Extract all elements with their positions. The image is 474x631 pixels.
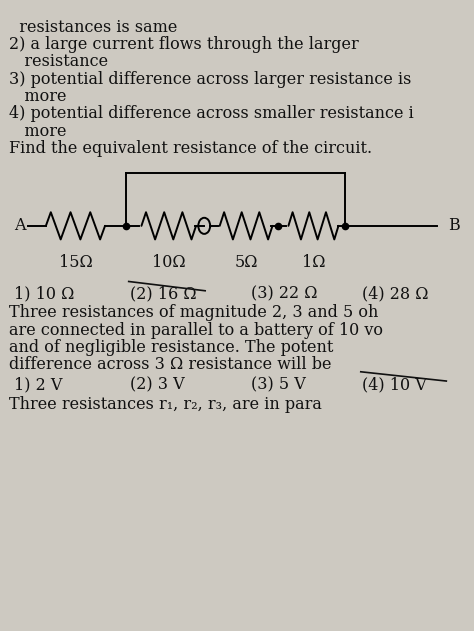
Text: (3) 22 Ω: (3) 22 Ω xyxy=(251,286,317,303)
Text: A: A xyxy=(14,217,26,234)
Text: 4) potential difference across smaller resistance i: 4) potential difference across smaller r… xyxy=(9,105,414,122)
Text: Find the equivalent resistance of the circuit.: Find the equivalent resistance of the ci… xyxy=(9,140,373,157)
Text: Three resistances r₁, r₂, r₃, are in para: Three resistances r₁, r₂, r₃, are in par… xyxy=(9,396,322,413)
Text: 1) 2 V: 1) 2 V xyxy=(14,376,63,393)
Text: 5Ω: 5Ω xyxy=(234,254,258,271)
Text: (2) 3 V: (2) 3 V xyxy=(130,376,185,393)
Text: (4) 10 V: (4) 10 V xyxy=(362,376,427,393)
Text: and of negligible resistance. The potent: and of negligible resistance. The potent xyxy=(9,339,334,356)
Text: Three resistances of magnitude 2, 3 and 5 oh: Three resistances of magnitude 2, 3 and … xyxy=(9,304,379,321)
Text: more: more xyxy=(9,122,67,139)
Text: 1Ω: 1Ω xyxy=(301,254,325,271)
Text: difference across 3 Ω resistance will be: difference across 3 Ω resistance will be xyxy=(9,357,332,374)
Text: 15Ω: 15Ω xyxy=(59,254,92,271)
Text: (4) 28 Ω: (4) 28 Ω xyxy=(362,286,428,303)
Text: 2) a large current flows through the larger: 2) a large current flows through the lar… xyxy=(9,36,359,53)
Text: (3) 5 V: (3) 5 V xyxy=(251,376,305,393)
Text: 1) 10 Ω: 1) 10 Ω xyxy=(14,286,74,303)
Text: B: B xyxy=(448,217,460,234)
Text: 10Ω: 10Ω xyxy=(152,254,185,271)
Text: resistance: resistance xyxy=(9,53,109,70)
Text: resistances is same: resistances is same xyxy=(9,19,178,36)
Text: more: more xyxy=(9,88,67,105)
Text: (2) 16 Ω: (2) 16 Ω xyxy=(130,286,197,303)
Text: 3) potential difference across larger resistance is: 3) potential difference across larger re… xyxy=(9,71,412,88)
Text: are connected in parallel to a battery of 10 vo: are connected in parallel to a battery o… xyxy=(9,322,383,339)
